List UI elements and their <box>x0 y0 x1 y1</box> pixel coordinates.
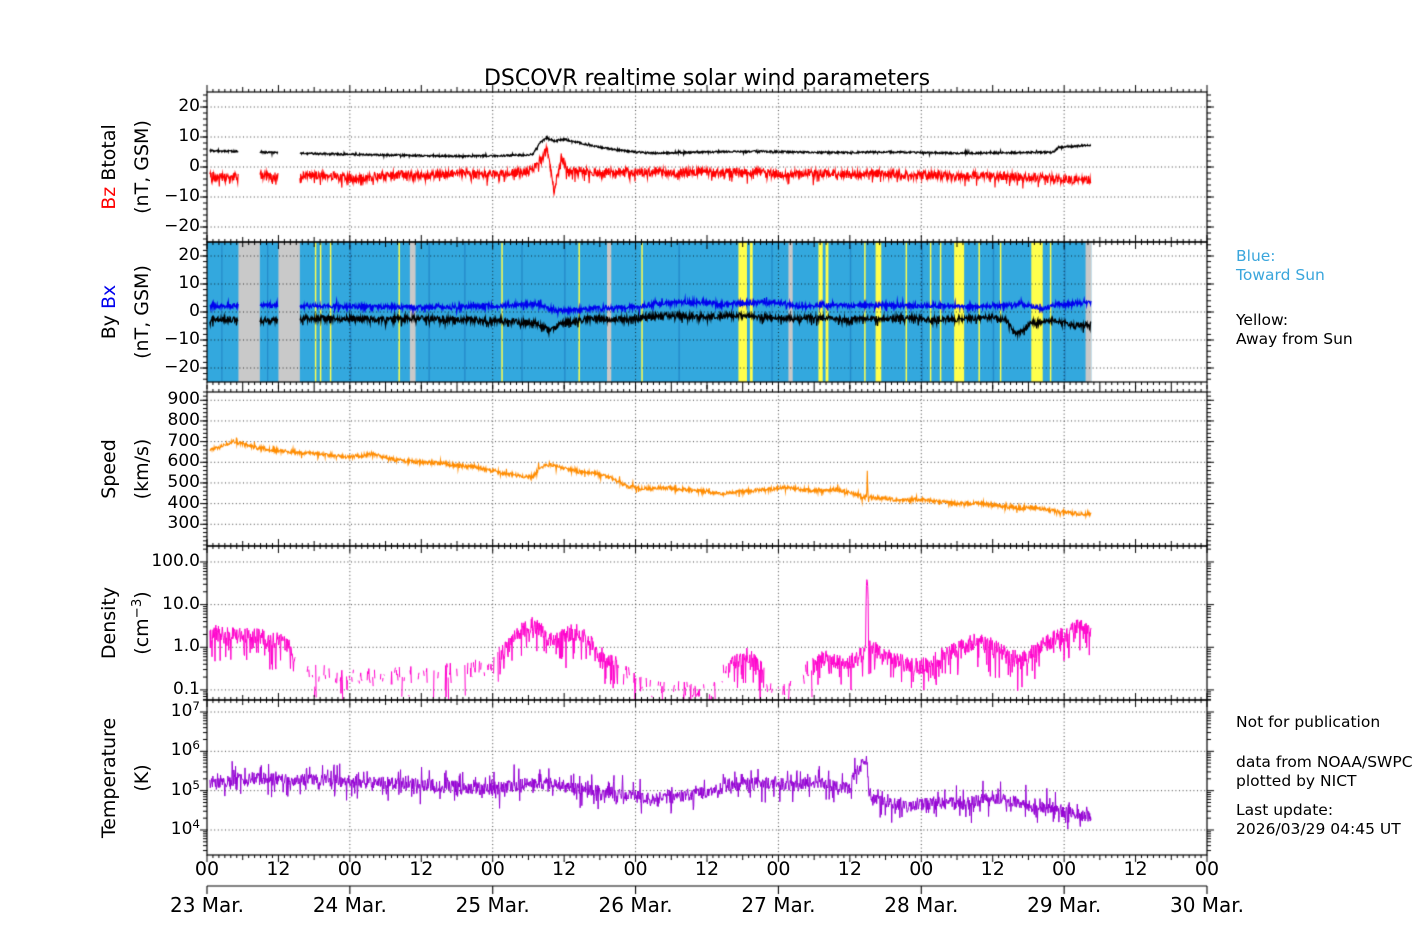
y-tick-label: 10 <box>178 273 200 293</box>
x-hour-label: 00 <box>909 858 934 880</box>
note-last-update-label: Last update: <box>1236 801 1334 819</box>
legend-yellow-line1: Yellow: <box>1236 311 1289 329</box>
x-hour-label: 00 <box>766 858 791 880</box>
y-tick-label: 20 <box>178 96 200 116</box>
y-axis-label-temperature: Temperature <box>98 717 120 838</box>
x-date-label: 28 Mar. <box>884 893 959 917</box>
y-tick-label: 10.0 <box>162 593 200 614</box>
y-axis-units-by-bx: (nT, GSM) <box>131 265 153 359</box>
y-axis-label-bz-btotal: Bz Btotal <box>98 124 120 210</box>
note-last-update-time: 2026/03/29 04:45 UT <box>1236 820 1401 838</box>
y-tick-label: 900 <box>167 389 200 410</box>
x-hour-label: 12 <box>552 858 577 880</box>
y-tick-label: 0 <box>189 156 200 176</box>
y-tick-label: 10 <box>178 126 200 146</box>
x-hour-label: 00 <box>480 858 505 880</box>
y-tick-label: −10 <box>164 329 200 349</box>
y-tick-label: 104 <box>170 817 200 839</box>
y-axis-label-speed: Speed <box>98 439 120 499</box>
y-axis-units-bz-btotal: (nT, GSM) <box>131 120 153 214</box>
legend-blue-line1: Blue: <box>1236 247 1276 265</box>
note-plotted-by: plotted by NICT <box>1236 772 1357 790</box>
x-hour-label: 12 <box>694 858 720 880</box>
y-tick-label: 700 <box>167 430 200 451</box>
legend-yellow-line2: Away from Sun <box>1236 330 1353 348</box>
note-not-for-publication: Not for publication <box>1236 713 1381 731</box>
x-hour-label: 00 <box>337 858 362 880</box>
x-date-label: 29 Mar. <box>1027 893 1102 917</box>
x-date-label: 23 Mar. <box>169 893 245 917</box>
y-tick-label: 20 <box>178 245 200 265</box>
y-tick-label: 1.0 <box>172 636 200 657</box>
y-tick-label: −20 <box>164 216 200 236</box>
y-tick-label: 500 <box>167 471 200 492</box>
legend-blue-line2: Toward Sun <box>1236 266 1325 284</box>
x-hour-label: 12 <box>837 858 862 880</box>
x-hour-label: 00 <box>194 858 220 880</box>
y-axis-label-density: Density <box>98 586 120 660</box>
y-tick-label: 107 <box>170 699 200 721</box>
y-axis-units-speed: (km/s) <box>131 438 153 500</box>
y-tick-label: 105 <box>170 777 200 800</box>
x-hour-label: 00 <box>1052 858 1077 880</box>
x-date-label: 27 Mar. <box>741 893 816 917</box>
y-tick-label: 106 <box>170 738 200 761</box>
y-tick-label: 600 <box>167 451 200 472</box>
x-date-label: 30 Mar. <box>1169 893 1245 917</box>
chart-title: DSCOVR realtime solar wind parameters <box>483 66 931 91</box>
y-axis-units-temperature: (K) <box>131 763 153 792</box>
y-tick-label: 800 <box>167 409 200 430</box>
x-date-label: 26 Mar. <box>598 893 673 917</box>
x-hour-label: 00 <box>623 858 648 880</box>
x-hour-label: 12 <box>1123 858 1148 880</box>
x-date-label: 24 Mar. <box>312 893 387 917</box>
note-data-source: data from NOAA/SWPC <box>1236 753 1413 771</box>
y-tick-label: 400 <box>167 492 200 513</box>
y-tick-label: 0.1 <box>172 678 200 699</box>
x-hour-label: 12 <box>980 858 1005 880</box>
y-tick-label: 0 <box>189 301 200 321</box>
x-hour-label: 12 <box>409 858 434 880</box>
y-tick-label: −20 <box>164 357 200 377</box>
y-tick-label: 300 <box>167 513 200 534</box>
y-axis-label-by-bx: By Bx <box>98 284 120 340</box>
x-hour-label: 12 <box>266 858 291 880</box>
x-hour-label: 00 <box>1194 858 1220 880</box>
y-tick-label: 100.0 <box>151 550 200 571</box>
y-tick-label: −10 <box>164 186 200 206</box>
x-date-label: 25 Mar. <box>455 893 530 917</box>
y-axis-units-density: (cm−3) <box>130 591 153 655</box>
